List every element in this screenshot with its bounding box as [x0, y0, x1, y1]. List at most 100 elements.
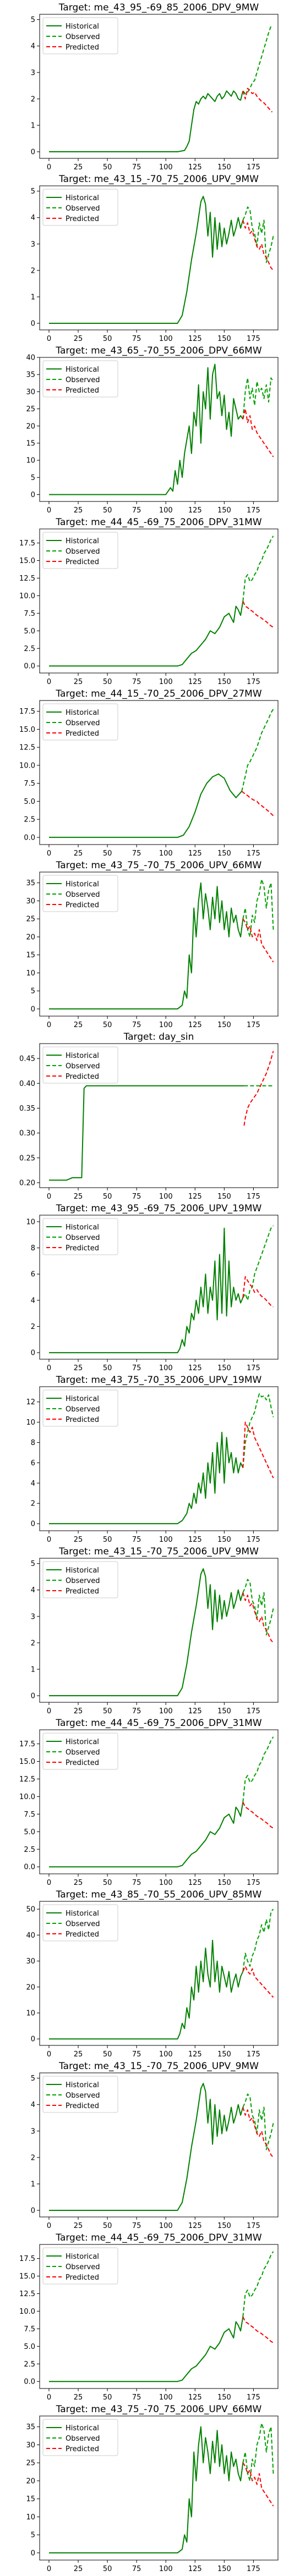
- y-tick-label: 7.5: [24, 1811, 35, 1819]
- axes-frame: [39, 2415, 279, 2561]
- x-tick-label: 100: [159, 1707, 173, 1716]
- x-tick-label: 100: [159, 1364, 173, 1372]
- x-tick-label: 0: [47, 335, 51, 343]
- observed-series-line: [242, 2423, 274, 2481]
- legend-label-historical: Historical: [66, 1738, 99, 1746]
- x-tick-label: 125: [188, 678, 202, 686]
- chart-panel: Target: me_43_65_-70_55_2006_DPV_66MW 0 25…: [26, 345, 279, 515]
- legend-label-observed: Observed: [66, 1234, 100, 1242]
- historical-series-line: [49, 363, 244, 495]
- legend-label-observed: Observed: [66, 719, 100, 727]
- predicted-series-line: [242, 2462, 274, 2507]
- x-tick-label: 50: [103, 1364, 112, 1372]
- y-tick-label: 2: [31, 1323, 35, 1331]
- x-tick-label: 125: [188, 2393, 202, 2402]
- x-tick-label: 75: [132, 1364, 141, 1372]
- x-tick-label: 75: [132, 2222, 141, 2230]
- y-tick-label: 10: [26, 2009, 35, 2017]
- chart-title: Target: me_43_15_-70_75_2006_UPV_9MW: [58, 174, 259, 185]
- axes-frame: [39, 1901, 279, 2046]
- axes-frame: [39, 1558, 279, 1703]
- y-tick-label: 6: [31, 1271, 35, 1279]
- historical-series-line: [49, 196, 244, 324]
- y-tick-label: 15: [26, 2495, 35, 2503]
- chart-panel: Target: day_sin 0 25 50 75 100 125 150 175 0.20 0.…: [19, 1031, 279, 1201]
- chart-title: Target: me_43_75_-70_75_2006_UPV_66MW: [56, 860, 262, 871]
- y-tick-label: 10.0: [19, 1793, 35, 1801]
- y-tick-label: 4: [31, 1480, 35, 1488]
- y-tick-label: 1: [31, 2180, 35, 2188]
- predicted-series-line: [242, 220, 274, 271]
- legend-label-observed: Observed: [66, 1920, 100, 1928]
- x-tick-label: 25: [74, 335, 83, 343]
- legend-label-historical: Historical: [66, 537, 99, 545]
- legend-label-predicted: Predicted: [66, 1587, 99, 1596]
- x-tick-label: 175: [247, 2050, 260, 2059]
- x-tick-label: 100: [159, 2050, 173, 2059]
- legend: Historical Observed Predicted: [42, 1561, 118, 1598]
- y-tick-label: 5: [31, 16, 35, 24]
- x-tick-label: 175: [247, 1536, 260, 1544]
- historical-series-line: [49, 1085, 244, 1181]
- legend-label-predicted: Predicted: [66, 901, 99, 909]
- y-tick-label: 20: [26, 933, 35, 941]
- chart-title: Target: me_43_85_-70_55_2006_UPV_85MW: [56, 1889, 262, 1900]
- y-tick-label: 17.5: [19, 1740, 35, 1748]
- x-tick-label: 75: [132, 1536, 141, 1544]
- y-tick-label: 12.5: [19, 2290, 35, 2298]
- legend-label-observed: Observed: [66, 205, 100, 213]
- legend-label-predicted: Predicted: [66, 558, 99, 566]
- x-tick-label: 75: [132, 335, 141, 343]
- x-tick-label: 25: [74, 1021, 83, 1029]
- x-tick-label: 175: [247, 1021, 260, 1029]
- x-tick-label: 150: [217, 2222, 231, 2230]
- x-tick-label: 125: [188, 163, 202, 172]
- historical-series-line: [49, 1432, 244, 1525]
- y-tick-label: 20: [26, 422, 35, 431]
- y-tick-label: 10: [26, 1218, 35, 1226]
- y-tick-label: 5: [31, 474, 35, 482]
- legend-box: [42, 875, 118, 912]
- y-tick-label: 20: [26, 2477, 35, 2485]
- predicted-series-line: [242, 1592, 274, 1643]
- x-tick-label: 75: [132, 163, 141, 172]
- axes-frame: [39, 14, 279, 159]
- historical-series-line: [49, 1939, 244, 2040]
- legend: Historical Observed Predicted: [42, 2247, 118, 2285]
- x-tick-label: 125: [188, 1364, 202, 1372]
- chart-title: Target: me_43_15_-70_75_2006_UPV_9MW: [58, 1546, 259, 1557]
- y-tick-label: 10: [26, 969, 35, 978]
- chart-title: Target: me_44_45_-69_75_2006_DPV_31MW: [55, 2232, 261, 2243]
- legend-label-observed: Observed: [66, 1748, 100, 1757]
- observed-series-line: [242, 1736, 274, 1802]
- x-tick-label: 175: [247, 1707, 260, 1716]
- x-tick-label: 100: [159, 2565, 173, 2573]
- x-tick-label: 125: [188, 2050, 202, 2059]
- x-tick-label: 50: [103, 1707, 112, 1716]
- y-tick-label: 12.5: [19, 744, 35, 752]
- y-tick-label: 10: [26, 2513, 35, 2522]
- y-tick-label: 1: [31, 293, 35, 301]
- x-tick-label: 50: [103, 850, 112, 858]
- legend-label-predicted: Predicted: [66, 730, 99, 738]
- x-tick-label: 125: [188, 2565, 202, 2573]
- x-tick-label: 150: [217, 850, 231, 858]
- x-tick-label: 25: [74, 1707, 83, 1716]
- y-tick-label: 5.0: [24, 1828, 35, 1836]
- chart-title: Target: me_44_45_-69_75_2006_DPV_31MW: [55, 517, 261, 528]
- legend: Historical Observed Predicted: [42, 360, 118, 398]
- observed-series-line: [242, 377, 274, 420]
- legend-label-historical: Historical: [66, 1052, 99, 1060]
- legend-box: [42, 189, 118, 226]
- x-tick-label: 75: [132, 1021, 141, 1029]
- x-tick-label: 0: [47, 678, 51, 686]
- x-tick-label: 0: [47, 1364, 51, 1372]
- x-tick-label: 150: [217, 1364, 231, 1372]
- historical-series-line: [49, 601, 244, 667]
- y-tick-label: 30: [26, 1957, 35, 1966]
- y-tick-label: 0: [31, 2036, 35, 2044]
- y-tick-label: 35: [26, 879, 35, 887]
- y-tick-label: 15: [26, 951, 35, 959]
- x-tick-label: 50: [103, 1021, 112, 1029]
